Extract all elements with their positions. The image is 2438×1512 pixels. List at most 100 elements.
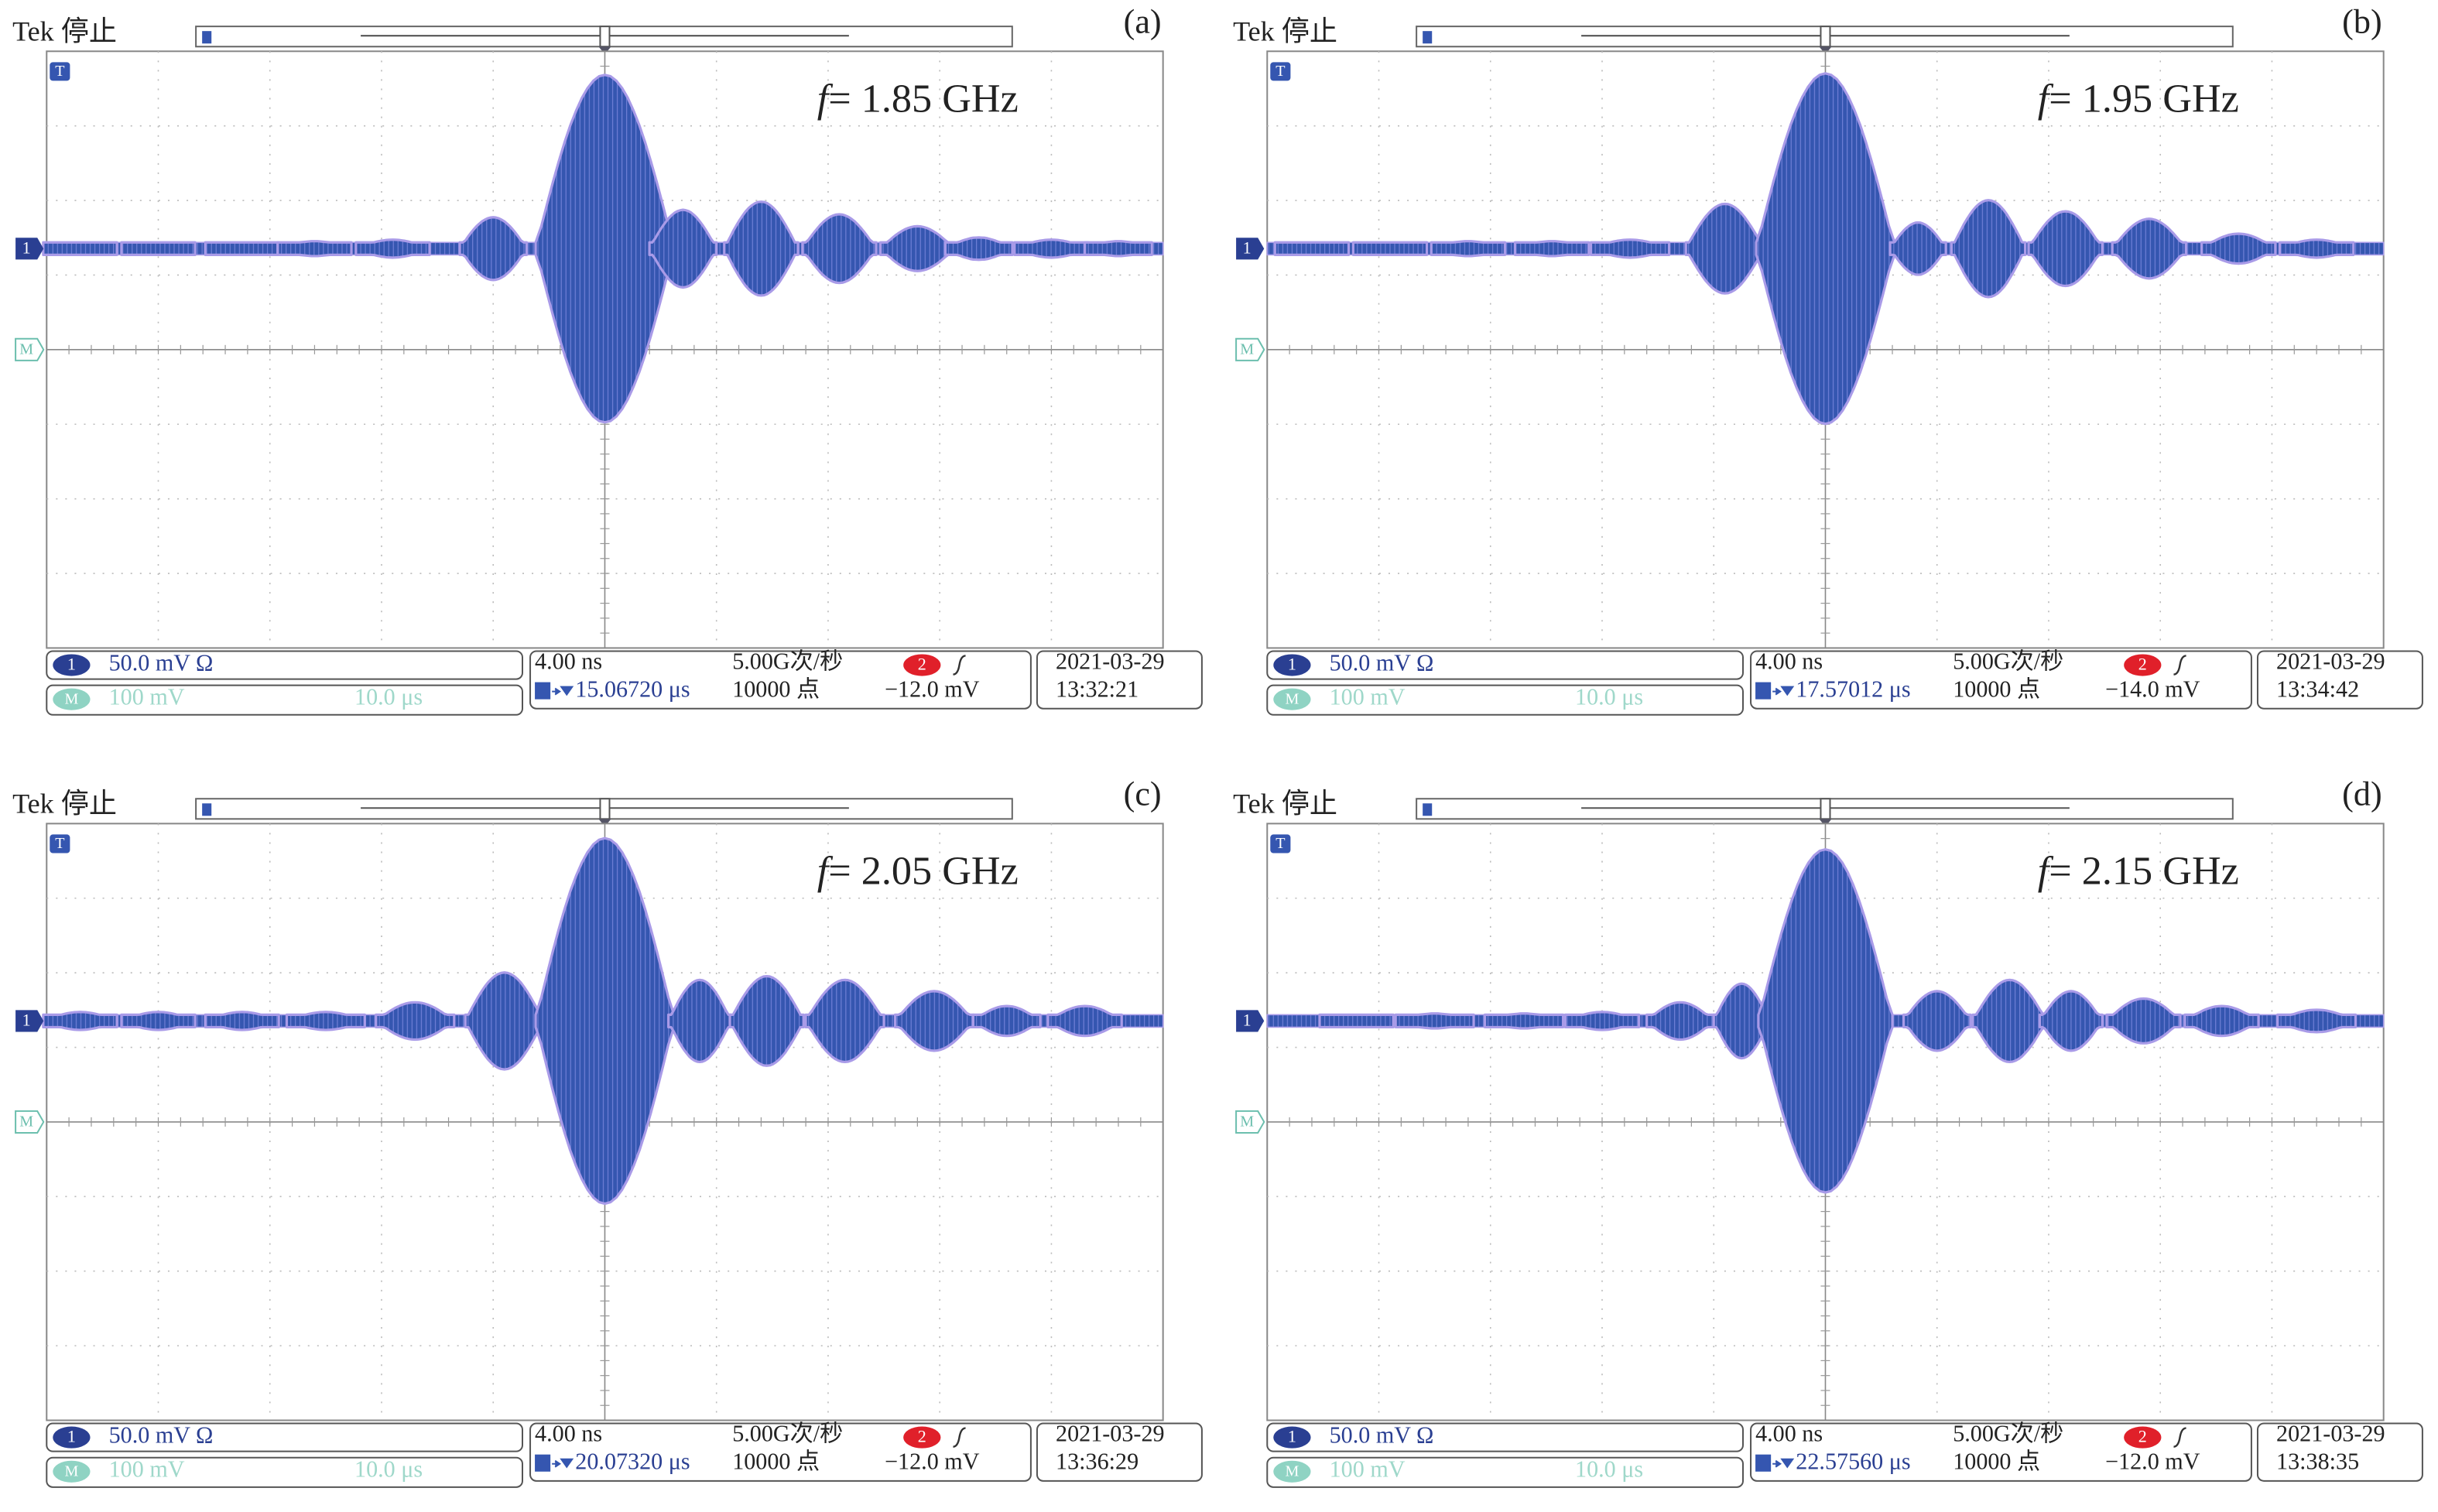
- math-readout-badge: [53, 1460, 91, 1483]
- ch1-readout-badge: [1273, 1426, 1311, 1449]
- waveform-lobe: [120, 241, 197, 256]
- trigger-position-icon: [535, 682, 551, 700]
- trigger-badge-text: T: [55, 63, 64, 80]
- record-position: [1820, 26, 1831, 48]
- ch1-readout-box: [46, 1422, 524, 1452]
- frequency-value: = 1.95 GHz: [2049, 77, 2239, 121]
- math-time: 10.0 μs: [354, 1456, 423, 1483]
- math-scale: 100 mV: [1330, 1456, 1406, 1483]
- trigger-position-icon: [535, 1454, 551, 1472]
- math-scale: 100 mV: [109, 684, 185, 710]
- waveform-lobe: [804, 978, 885, 1064]
- math-readout-badge-text: M: [1285, 690, 1299, 707]
- trigger-badge: [1270, 62, 1291, 81]
- ch1-readout-badge-text: 1: [67, 1427, 76, 1446]
- waveform-lobe: [1902, 990, 1972, 1052]
- waveform-lobe: [801, 213, 878, 285]
- math-time: 10.0 μs: [1575, 684, 1643, 710]
- record-start: [202, 31, 212, 44]
- datetime-box: [2256, 650, 2423, 710]
- waveform-lobe: [120, 1011, 197, 1031]
- waveform-lobe: [2111, 217, 2187, 280]
- trigger-position-arrow: [1772, 686, 1795, 696]
- waveform-lobe: [1394, 1012, 1475, 1030]
- waveform-lobe: [971, 1004, 1042, 1038]
- waveform-lobe: [458, 216, 529, 282]
- ch1-readout-box: [1266, 1422, 1745, 1452]
- waveform-lobe: [1273, 241, 1351, 256]
- waveform-lobe: [1318, 1013, 1395, 1029]
- timebase: 4.00 ns: [535, 648, 602, 674]
- timebase: 4.00 ns: [535, 1421, 602, 1447]
- sample-rate: 5.00G次/秒: [1953, 1421, 2063, 1447]
- frequency-annotation: f= 1.85 GHz: [817, 77, 1019, 121]
- math-readout-badge: [53, 688, 91, 710]
- math-readout-badge: [1273, 1460, 1311, 1483]
- waveform-lobe: [2200, 232, 2277, 265]
- date: 2021-03-29: [1056, 648, 1165, 674]
- record-position: [599, 798, 611, 820]
- trigger-badge: [50, 62, 70, 81]
- waveform-lobe: [943, 236, 1014, 262]
- time: 13:34:42: [2276, 676, 2359, 703]
- math-badge: [1235, 1110, 1265, 1134]
- ch1-scale: 50.0 mV Ω: [109, 1422, 214, 1449]
- record-position: [1820, 798, 1831, 820]
- date: 2021-03-29: [1056, 1421, 1165, 1447]
- waveform-lobe: [1084, 240, 1153, 258]
- status: Tek 停止: [12, 788, 117, 819]
- ch1-readout-box: [46, 650, 524, 680]
- scope-panel: Tek 停止 (b) T 1 Mf= 1.95 GHz 1 50.0 mV Ω M 100 mV…: [1233, 2, 2423, 716]
- waveform-lobe: [42, 1011, 118, 1031]
- record-length: 10000 点: [732, 1449, 820, 1475]
- waveform-lobe: [204, 1011, 280, 1031]
- waveform-lobe: [2278, 238, 2355, 259]
- slope-icon: [2173, 655, 2186, 676]
- ch1-badge-text: 1: [1243, 1010, 1252, 1029]
- math-readout-box: [46, 1456, 524, 1488]
- ch1-badge: [1236, 1010, 1265, 1032]
- frequency-value: = 2.05 GHz: [828, 849, 1019, 894]
- math-readout-badge-text: M: [64, 690, 78, 707]
- math-readout-badge-text: M: [64, 1462, 78, 1480]
- frequency-annotation: f= 2.15 GHz: [2038, 849, 2239, 894]
- waveform-lobe: [375, 1001, 456, 1042]
- waveform-lobe: [728, 974, 805, 1067]
- sample-rate: 5.00G次/秒: [732, 1421, 843, 1447]
- ch1-readout-box: [1266, 650, 1745, 680]
- ch1-scale: 50.0 mV Ω: [1330, 649, 1434, 676]
- math-readout-badge: [1273, 688, 1311, 710]
- datetime-box: [1036, 650, 1203, 710]
- slope-icon: [2173, 1427, 2186, 1448]
- waveform-lobe: [1563, 1011, 1641, 1031]
- trigger-level: −12.0 mV: [885, 676, 980, 703]
- ch1-badge-text: 1: [22, 238, 31, 257]
- waveform-lobe: [2105, 997, 2182, 1045]
- date: 2021-03-29: [2276, 1421, 2385, 1447]
- panel-label: (b): [2342, 2, 2382, 40]
- math-readout-badge-text: M: [1285, 1462, 1299, 1480]
- waveform-lobe: [1351, 241, 1429, 256]
- waveform-lobe: [648, 208, 718, 289]
- ch1-readout-badge-text: 1: [67, 655, 76, 674]
- waveform-lobe: [1888, 221, 1947, 276]
- datetime-box: [1036, 1422, 1203, 1482]
- slope-icon: [953, 1427, 966, 1448]
- trigger-position-arrow: [1772, 1458, 1795, 1469]
- frequency-annotation: f= 2.05 GHz: [817, 849, 1019, 894]
- panel-label: (d): [2342, 775, 2382, 812]
- ch2-badge: [903, 654, 941, 676]
- record-start: [202, 803, 212, 816]
- record-length: 10000 点: [1953, 676, 2040, 703]
- frequency-value: = 1.85 GHz: [828, 77, 1019, 121]
- time: 13:38:35: [2276, 1449, 2359, 1475]
- ch1-readout-badge: [53, 654, 91, 676]
- waveform-lobe: [1483, 1012, 1565, 1030]
- date: 2021-03-29: [2276, 648, 2385, 674]
- math-badge: [1235, 337, 1265, 361]
- trigger-badge: [1270, 834, 1291, 853]
- waveform-lobe: [1430, 240, 1507, 258]
- waveform-lobe: [276, 240, 353, 258]
- slope-icon: [953, 655, 966, 676]
